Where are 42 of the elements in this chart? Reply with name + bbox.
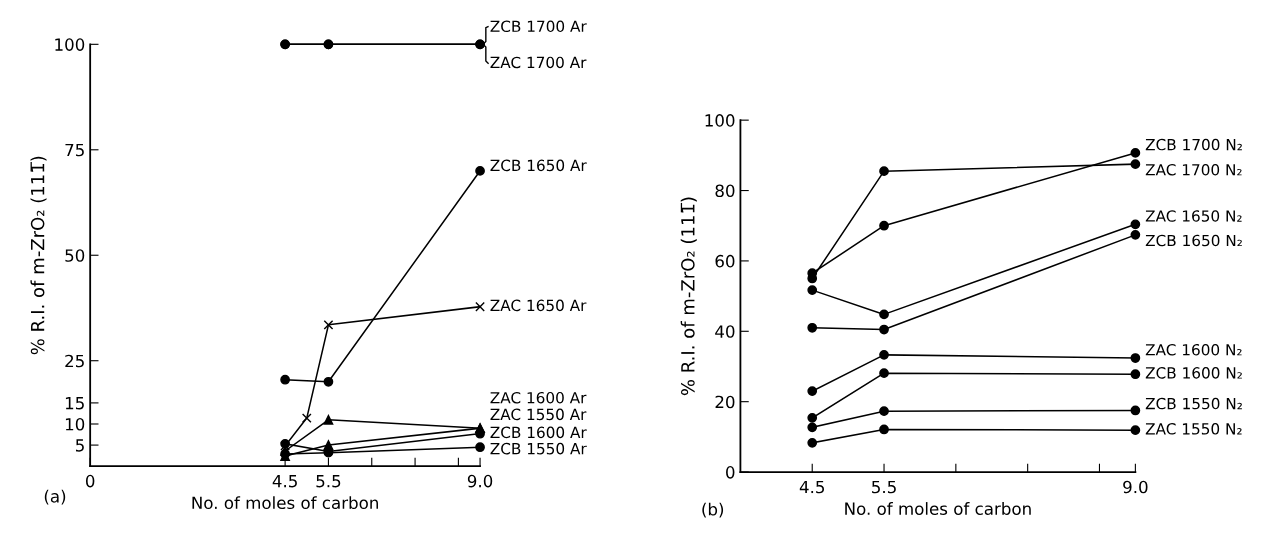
y-tick-label: 80 (715, 184, 735, 198)
series-label: ZAC 1550 Ar (490, 408, 587, 421)
x-tick-label: 4.5 (272, 475, 297, 488)
series-label: ZCB 1550 Ar (490, 442, 587, 455)
y-tick-label: 10 (65, 417, 85, 431)
series-label: ZAC 1650 N₂ (1145, 210, 1242, 222)
series-label: ZCB 1650 N₂ (1145, 234, 1242, 247)
series-label: ZAC 1550 N₂ (1145, 423, 1242, 435)
y-tick-label: 60 (715, 254, 735, 268)
y-tick-label: 5 (75, 439, 84, 452)
x-tick-label: 4.5 (799, 480, 825, 494)
series-label: ZAC 1600 N₂ (1145, 343, 1242, 356)
series-label: ZAC 1700 Ar (490, 56, 587, 69)
y-axis-title: % R.I. of m-ZrO₂ (111̅) (30, 156, 47, 355)
text: (a) (44, 489, 66, 505)
series-label: ZCB 1700 N₂ (1145, 138, 1242, 151)
y-tick-label: 20 (715, 395, 735, 409)
series-label: ZAC 1600 Ar (490, 391, 587, 404)
series-label: ZAC 1650 Ar (490, 299, 587, 312)
x-tick-label: 5.5 (872, 480, 896, 494)
series-label: ZCB 1700 Ar (490, 20, 587, 33)
series-label: ZCB 1600 Ar (490, 426, 587, 439)
series-label: ZCB 1550 N₂ (1145, 397, 1242, 410)
x-axis-title: No. of moles of carbon (845, 502, 1031, 515)
x-axis-title: No. of moles of carbon (192, 496, 378, 510)
y-tick-label: 50 (65, 249, 85, 262)
y-tick-label: 0 (726, 466, 735, 479)
y-tick-label: 75 (65, 143, 84, 157)
y-tick-label: 100 (705, 114, 735, 127)
x-tick-label: 5.5 (316, 475, 341, 488)
y-axis-title: % R.I. of m-ZrO₂ (111̅) (680, 197, 697, 396)
y-tick-label: 15 (65, 397, 84, 410)
x-tick-label: 0 (85, 474, 95, 488)
y-tick-label: 100 (55, 38, 85, 51)
y-tick-label: 40 (715, 325, 735, 338)
text: (b) (702, 502, 724, 518)
series-label: ZCB 1600 N₂ (1145, 367, 1242, 379)
series-label: ZCB 1650 Ar (490, 159, 587, 172)
x-tick-label: 9.0 (467, 474, 493, 488)
x-tick-label: 9.0 (1123, 480, 1148, 494)
y-tick-label: 25 (65, 354, 84, 368)
series-label: ZAC 1700 N₂ (1145, 163, 1242, 176)
